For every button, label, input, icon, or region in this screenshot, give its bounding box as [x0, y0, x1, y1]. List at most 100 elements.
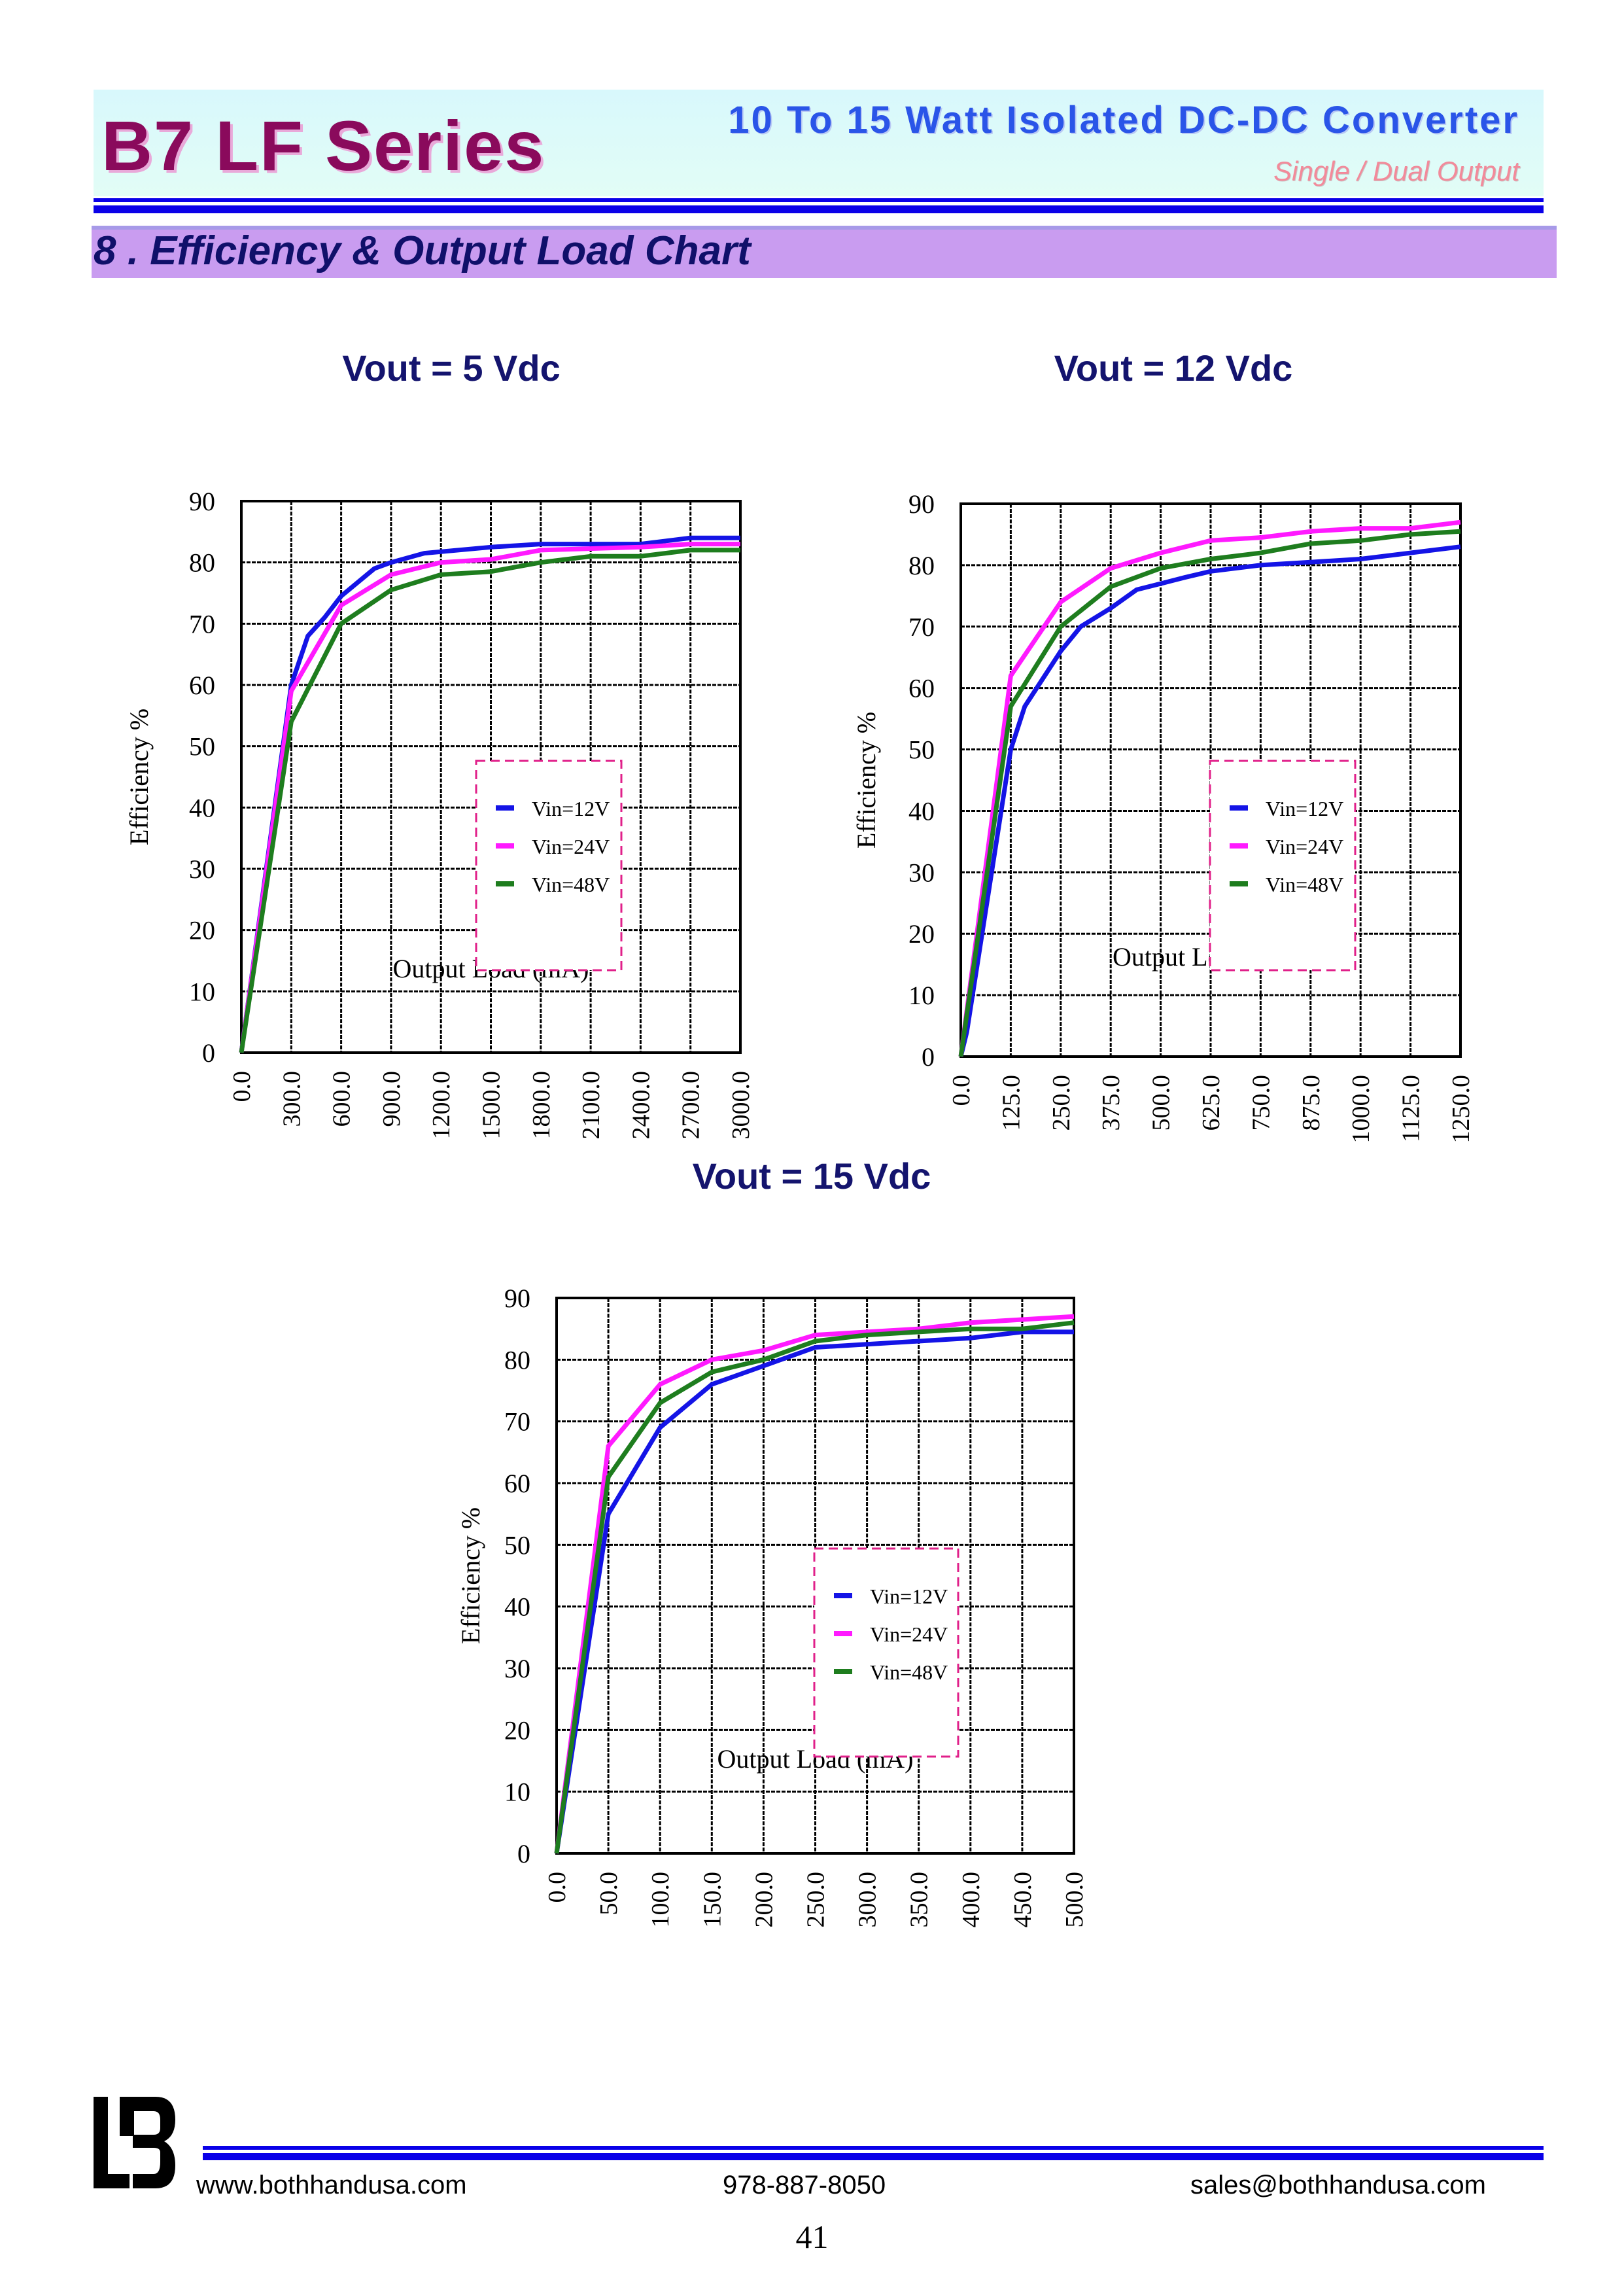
header-band — [94, 90, 1544, 196]
y-tick-label: 50 — [504, 1530, 530, 1560]
legend-box — [1209, 760, 1356, 972]
y-tick-label: 40 — [189, 793, 215, 822]
x-tick-label: 875.0 — [1298, 1075, 1325, 1131]
section-bar — [92, 226, 1557, 278]
y-axis-title: Efficiency % — [124, 709, 154, 845]
y-tick-label: 70 — [908, 612, 935, 642]
x-tick-label: 600.0 — [328, 1071, 356, 1127]
y-tick-label: 20 — [189, 916, 215, 945]
y-tick-label: 90 — [908, 489, 935, 519]
product-subtitle: 10 To 15 Watt Isolated DC-DC Converter — [728, 99, 1519, 141]
legend-label: Vin=24V — [532, 835, 610, 858]
x-tick-label: 625.0 — [1198, 1075, 1225, 1131]
y-tick-label: 0 — [202, 1038, 215, 1068]
x-tick-label: 1125.0 — [1398, 1075, 1425, 1142]
y-tick-label: 40 — [908, 796, 935, 826]
legend-label: Vin=12V — [870, 1585, 948, 1608]
x-tick-label: 150.0 — [699, 1872, 726, 1928]
series-line-vin-12v — [958, 544, 1461, 1057]
y-tick-label: 80 — [189, 548, 215, 578]
x-tick-label: 250.0 — [803, 1872, 830, 1928]
y-tick-label: 60 — [189, 671, 215, 700]
y-axis-title: Efficiency % — [456, 1507, 485, 1644]
y-tick-label: 20 — [908, 919, 935, 949]
x-tick-label: 300.0 — [854, 1872, 882, 1928]
series-line-vin-24v — [554, 1314, 1075, 1854]
y-axis-title: Efficiency % — [852, 712, 881, 849]
y-tick-label: 30 — [504, 1654, 530, 1683]
x-tick-label: 375.0 — [1097, 1075, 1125, 1131]
legend-label: Vin=48V — [1266, 873, 1343, 896]
footer-divider-thick — [203, 2153, 1544, 2160]
chart-title-15v: Vout = 15 Vdc — [692, 1155, 931, 1197]
output-type: Single / Dual Output — [1273, 156, 1519, 186]
x-tick-label: 1500.0 — [478, 1071, 506, 1140]
footer-divider-thin — [203, 2146, 1544, 2150]
y-tick-label: 70 — [189, 609, 215, 639]
y-tick-label: 0 — [922, 1042, 935, 1072]
x-tick-label: 3000.0 — [727, 1071, 755, 1140]
legend-label: Vin=48V — [870, 1660, 948, 1684]
x-tick-label: 0.0 — [544, 1872, 571, 1903]
x-tick-label: 500.0 — [1061, 1872, 1088, 1928]
y-tick-label: 10 — [189, 977, 215, 1006]
legend-label: Vin=12V — [532, 797, 610, 820]
x-tick-label: 350.0 — [906, 1872, 933, 1928]
footer-phone: 978-887-8050 — [723, 2171, 886, 2199]
chart-title-5v: Vout = 5 Vdc — [342, 347, 561, 389]
y-tick-label: 30 — [189, 854, 215, 884]
legend-box — [475, 760, 623, 972]
series-title: B7 LF Series — [101, 106, 545, 185]
x-tick-label: 200.0 — [750, 1872, 778, 1928]
y-tick-label: 70 — [504, 1407, 530, 1437]
series-line-vin-48v — [239, 548, 740, 1053]
y-tick-label: 0 — [517, 1839, 530, 1868]
x-tick-label: 50.0 — [595, 1872, 623, 1916]
y-tick-label: 50 — [189, 732, 215, 762]
x-tick-label: 500.0 — [1148, 1075, 1175, 1131]
series-line-vin-48v — [554, 1320, 1075, 1854]
x-tick-label: 1250.0 — [1447, 1075, 1475, 1144]
y-tick-label: 80 — [504, 1345, 530, 1375]
x-tick-label: 900.0 — [378, 1071, 406, 1127]
page-number: 41 — [795, 2218, 829, 2255]
x-tick-label: 250.0 — [1048, 1075, 1075, 1131]
company-logo — [94, 2097, 175, 2188]
x-tick-label: 400.0 — [958, 1872, 985, 1928]
y-tick-label: 40 — [504, 1592, 530, 1622]
header-divider-thick — [94, 205, 1544, 213]
x-tick-label: 1200.0 — [428, 1071, 455, 1140]
x-tick-label: 2100.0 — [578, 1071, 605, 1140]
legend-label: Vin=24V — [1266, 835, 1343, 858]
legend-label: Vin=12V — [1266, 797, 1343, 820]
x-tick-label: 125.0 — [997, 1075, 1025, 1131]
series-line-vin-48v — [958, 529, 1461, 1057]
plot-frame — [240, 500, 742, 1054]
x-tick-label: 750.0 — [1247, 1075, 1275, 1131]
y-tick-label: 20 — [504, 1715, 530, 1745]
x-tick-label: 0.0 — [948, 1075, 975, 1106]
x-tick-label: 100.0 — [647, 1872, 674, 1928]
footer-email[interactable]: sales@bothhandusa.com — [1190, 2171, 1486, 2199]
y-tick-label: 60 — [504, 1469, 530, 1498]
y-tick-label: 60 — [908, 674, 935, 703]
plot-frame — [959, 502, 1462, 1058]
x-tick-label: 450.0 — [1009, 1872, 1037, 1928]
y-tick-label: 90 — [504, 1284, 530, 1313]
y-tick-label: 30 — [908, 858, 935, 887]
plot-frame — [555, 1297, 1075, 1855]
series-line-vin-24v — [958, 519, 1461, 1057]
x-tick-label: 300.0 — [278, 1071, 305, 1127]
x-tick-label: 0.0 — [228, 1071, 256, 1102]
footer-website[interactable]: www.bothhandusa.com — [196, 2171, 467, 2199]
x-tick-label: 1800.0 — [528, 1071, 555, 1140]
y-tick-label: 10 — [908, 981, 935, 1010]
series-line-vin-24v — [239, 542, 740, 1053]
y-tick-label: 90 — [189, 487, 215, 516]
series-line-vin-12v — [554, 1329, 1074, 1854]
x-tick-label: 1000.0 — [1347, 1075, 1375, 1144]
x-tick-label: 2700.0 — [678, 1071, 705, 1140]
legend-label: Vin=48V — [532, 873, 610, 896]
section-title: 8 . Efficiency & Output Load Chart — [94, 228, 751, 273]
